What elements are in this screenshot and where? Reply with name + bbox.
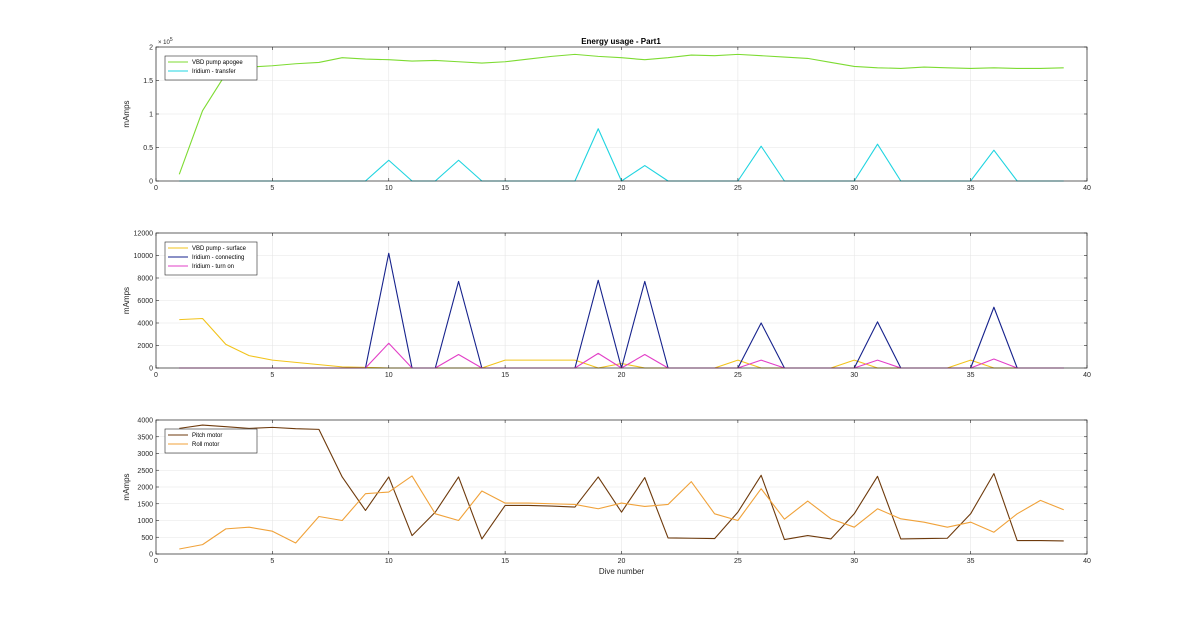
x-tick-label: 35 [967, 185, 975, 192]
subplot-2: 0 5 10 15 20 25 30 35 40 0 2000 4000 6000 8000 10000 12… [122, 231, 1091, 380]
x-tick-label: 10 [385, 185, 393, 192]
y-tick-label: 4000 [137, 418, 153, 425]
y-axis-label: mAmps [122, 287, 131, 314]
y-tick-label: 4000 [137, 321, 153, 328]
y-tick-label: 2000 [137, 343, 153, 350]
x-tick-label: 20 [618, 558, 626, 565]
x-tick-label: 15 [501, 372, 509, 379]
y-tick-label: 0 [149, 552, 153, 559]
legend-entry: VBD pump apogee [192, 60, 243, 66]
y-tick-label: 0.5 [143, 145, 153, 152]
y-tick-label: 0 [149, 366, 153, 373]
series-line-roll-motor [179, 475, 1064, 550]
x-tick-label: 40 [1083, 372, 1091, 379]
x-tick-label: 25 [734, 372, 742, 379]
y-exponent-label: × 105 [158, 37, 173, 46]
legend-box [164, 428, 258, 454]
figure-title: Energy usage - Part1 [581, 37, 661, 46]
legend: Pitch motor Roll motor [164, 428, 258, 454]
y-tick-label: 2500 [137, 468, 153, 475]
series-line-vbd-pump-apogee [178, 53, 1064, 175]
y-axis-label: mAmps [122, 100, 131, 127]
x-tick-label: 10 [385, 372, 393, 379]
legend-entry: Roll motor [192, 442, 219, 448]
legend-box [164, 55, 258, 81]
y-tick-label: 2000 [137, 485, 153, 492]
x-tick-label: 5 [270, 372, 274, 379]
x-tick-label: 30 [850, 372, 858, 379]
y-tick-label: 10000 [134, 253, 154, 260]
y-tick-label: 500 [141, 535, 153, 542]
x-tick-label: 0 [154, 558, 158, 565]
y-tick-label: 6000 [137, 298, 153, 305]
x-axis-label: Dive number [599, 567, 645, 576]
y-tick-label: 3500 [137, 434, 153, 441]
y-tick-label: 8000 [137, 276, 153, 283]
x-tick-label: 15 [501, 185, 509, 192]
x-tick-label: 20 [618, 372, 626, 379]
legend: VBD pump - surface Iridium - connecting Ir… [164, 241, 258, 276]
x-tick-label: 0 [154, 372, 158, 379]
legend-entry: Iridium - turn on [192, 264, 234, 270]
legend-entry: VBD pump - surface [192, 246, 247, 252]
legend: VBD pump apogee Iridium - transfer [164, 55, 258, 81]
y-tick-label: 1500 [137, 501, 153, 508]
x-tick-label: 10 [385, 558, 393, 565]
x-tick-label: 30 [850, 185, 858, 192]
x-tick-label: 0 [154, 185, 158, 192]
y-tick-label: 1.5 [143, 78, 153, 85]
x-tick-label: 20 [618, 185, 626, 192]
x-tick-label: 30 [850, 558, 858, 565]
y-tick-label: 2 [149, 45, 153, 52]
legend-entry: Pitch motor [192, 433, 222, 439]
x-tick-label: 35 [967, 372, 975, 379]
legend-entry: Iridium - transfer [192, 69, 236, 75]
subplot-3: 0 5 10 15 20 25 30 35 40 0 500 1000 1500 2000 2500 3000… [122, 418, 1091, 577]
x-tick-label: 25 [734, 185, 742, 192]
x-tick-label: 40 [1083, 185, 1091, 192]
x-tick-label: 25 [734, 558, 742, 565]
x-tick-label: 5 [270, 185, 274, 192]
x-tick-label: 35 [967, 558, 975, 565]
legend-entry: Iridium - connecting [192, 255, 244, 261]
x-tick-label: 40 [1083, 558, 1091, 565]
x-tick-label: 5 [270, 558, 274, 565]
y-tick-label: 12000 [134, 231, 154, 238]
y-tick-label: 1 [149, 112, 153, 119]
x-tick-label: 15 [501, 558, 509, 565]
y-tick-label: 0 [149, 179, 153, 186]
y-axis-label: mAmps [122, 473, 131, 500]
subplot-1: 0 5 10 15 20 25 30 35 40 0 0.5 1 1.5 2 × 105 mAmps VBD p… [122, 37, 1091, 192]
y-tick-label: 3000 [137, 451, 153, 458]
series-line-pitch-motor [179, 424, 1064, 542]
y-tick-label: 1000 [137, 518, 153, 525]
